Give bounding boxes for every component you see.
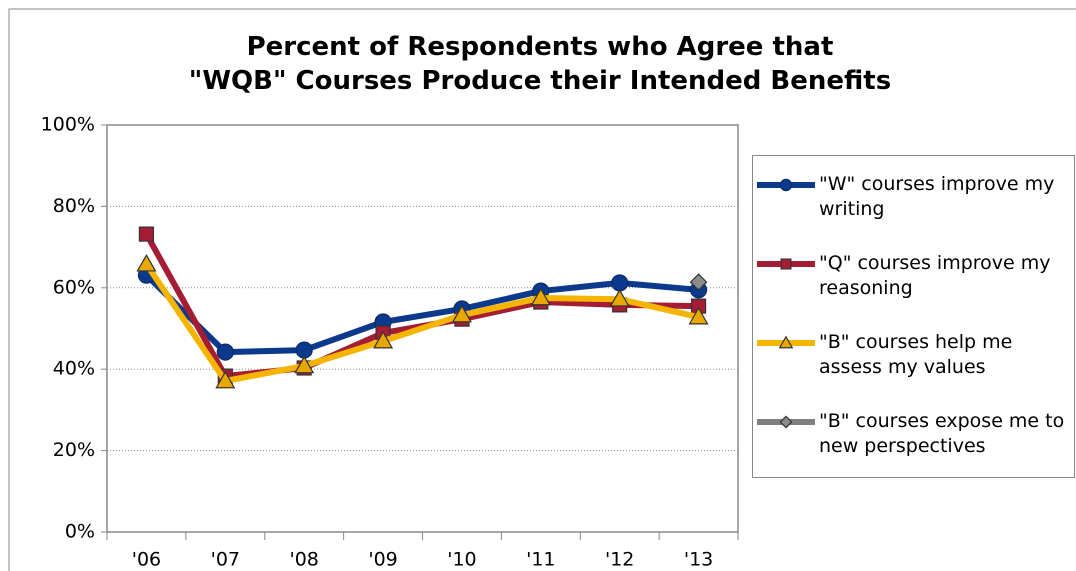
series-line [144,273,699,356]
x-tick-label: '12 [605,549,634,571]
legend-marker [779,415,793,429]
x-tick-label: '13 [684,549,713,571]
legend-entry: "Q" courses improve my reasoning [753,251,1074,330]
chart-title: Percent of Respondents who Agree that "W… [188,32,892,96]
legend-swatch [757,335,815,349]
legend-swatch [757,415,815,429]
legend-swatch [757,258,815,270]
legend-marker [780,258,792,270]
data-point [530,287,551,306]
x-tick-label: '06 [132,549,161,571]
data-point [215,370,236,389]
chart-frame [8,8,1076,571]
legend-label: "W" courses improve my writing [819,173,1055,220]
series-line [143,262,700,385]
data-point [451,304,472,323]
data-point [609,288,630,307]
data-point [611,274,629,292]
data-point [373,330,394,349]
y-tick-label: 40% [53,358,95,380]
legend-swatch [757,178,815,192]
x-tick-label: '11 [526,549,555,571]
legend: "W" courses improve my writing "Q" course… [752,155,1075,478]
x-tick-label: '08 [289,549,318,571]
legend-label: "B" courses expose me to new perspective… [819,410,1065,457]
data-point [294,355,315,374]
data-point [216,343,234,361]
x-tick-label: '10 [447,549,476,571]
data-point [138,226,155,242]
legend-entry: "B" courses expose me to new perspective… [753,409,1074,488]
data-point [136,253,157,272]
x-tick-label: '07 [211,549,240,571]
data-point [688,306,709,325]
legend-label: "Q" courses improve my reasoning [819,252,1051,299]
data-point [295,341,313,359]
legend-entry: "B" courses help me assess my values [753,330,1074,409]
legend-marker [778,335,794,349]
y-tick-label: 0% [65,521,95,543]
legend-label: "B" courses help me assess my values [819,331,1013,378]
x-tick-label: '09 [368,549,397,571]
y-tick-label: 100% [41,114,95,136]
y-tick-label: 60% [53,276,95,298]
legend-entry: "W" courses improve my writing [753,172,1074,251]
legend-marker [779,178,793,192]
data-point [689,273,708,291]
y-tick-label: 20% [53,439,95,461]
y-tick-label: 80% [53,195,95,217]
